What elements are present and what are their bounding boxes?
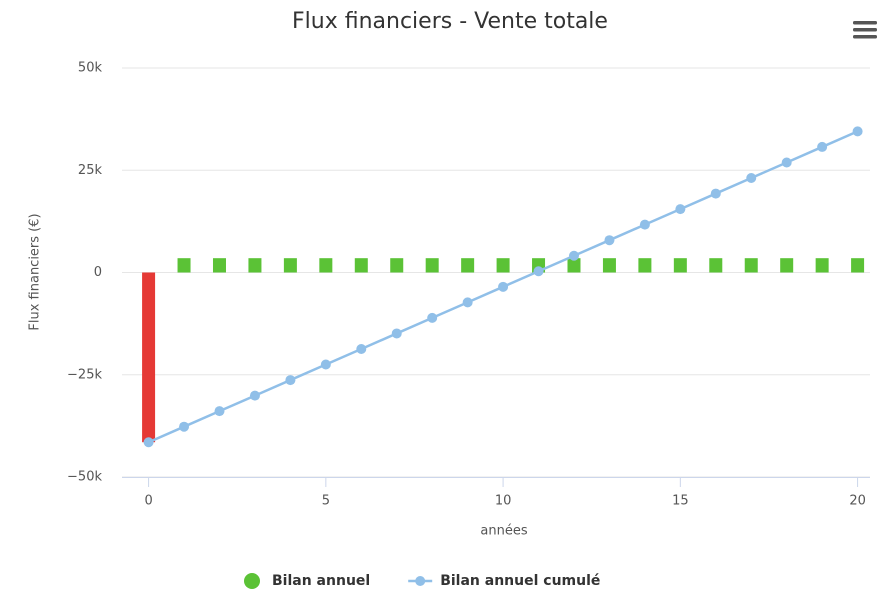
- y-tick-label: −25k: [67, 367, 102, 382]
- bar: [142, 272, 156, 443]
- line-point: [179, 421, 190, 432]
- bar: [496, 258, 510, 273]
- bar: [212, 258, 226, 273]
- bar: [248, 258, 262, 273]
- bar: [851, 258, 865, 273]
- y-tick-label: 50k: [78, 61, 103, 76]
- chart-title: Flux financiers - Vente totale: [292, 9, 608, 34]
- line-point: [781, 157, 792, 168]
- bar: [709, 258, 723, 273]
- y-tick-label: 25k: [78, 163, 103, 178]
- legend-marker: [415, 576, 426, 586]
- line-point: [143, 437, 154, 448]
- x-tick-label: 15: [672, 494, 689, 509]
- legend-label: Bilan annuel: [272, 573, 370, 589]
- line-point: [639, 219, 650, 230]
- x-tick-label: 5: [322, 494, 330, 509]
- line-point: [746, 173, 757, 184]
- y-axis-label: Flux financiers (€): [28, 213, 43, 330]
- line-point: [675, 204, 686, 215]
- line-point: [249, 390, 260, 401]
- x-tick-label: 20: [849, 494, 866, 509]
- line-point: [214, 406, 225, 417]
- line-point: [852, 126, 863, 137]
- line-point: [498, 281, 509, 292]
- line-point: [285, 375, 296, 386]
- bar: [744, 258, 758, 273]
- bar: [283, 258, 297, 273]
- bar: [461, 258, 475, 273]
- bar: [390, 258, 404, 273]
- bar: [567, 258, 581, 273]
- line-point: [427, 312, 438, 323]
- bar: [425, 258, 439, 273]
- menu-icon[interactable]: [853, 21, 877, 39]
- x-axis-label: années: [480, 524, 527, 539]
- line-point: [710, 188, 721, 199]
- line-point: [604, 235, 615, 246]
- bar: [815, 258, 829, 273]
- line-point: [462, 297, 473, 308]
- bar: [354, 258, 368, 273]
- bar: [673, 258, 687, 273]
- legend-marker: [244, 573, 260, 589]
- line-point: [320, 359, 331, 370]
- bar: [177, 258, 191, 273]
- line-point: [391, 328, 402, 339]
- line-point: [533, 266, 544, 277]
- legend-label: Bilan annuel cumulé: [440, 573, 600, 589]
- bar: [319, 258, 333, 273]
- bar: [780, 258, 794, 273]
- bar: [638, 258, 652, 273]
- line-point: [356, 343, 367, 354]
- y-tick-label: −50k: [67, 470, 102, 485]
- line-point: [568, 250, 579, 261]
- y-tick-label: 0: [94, 265, 102, 280]
- line-point: [817, 141, 828, 152]
- bar: [602, 258, 616, 273]
- x-tick-label: 0: [144, 494, 152, 509]
- x-tick-label: 10: [495, 494, 512, 509]
